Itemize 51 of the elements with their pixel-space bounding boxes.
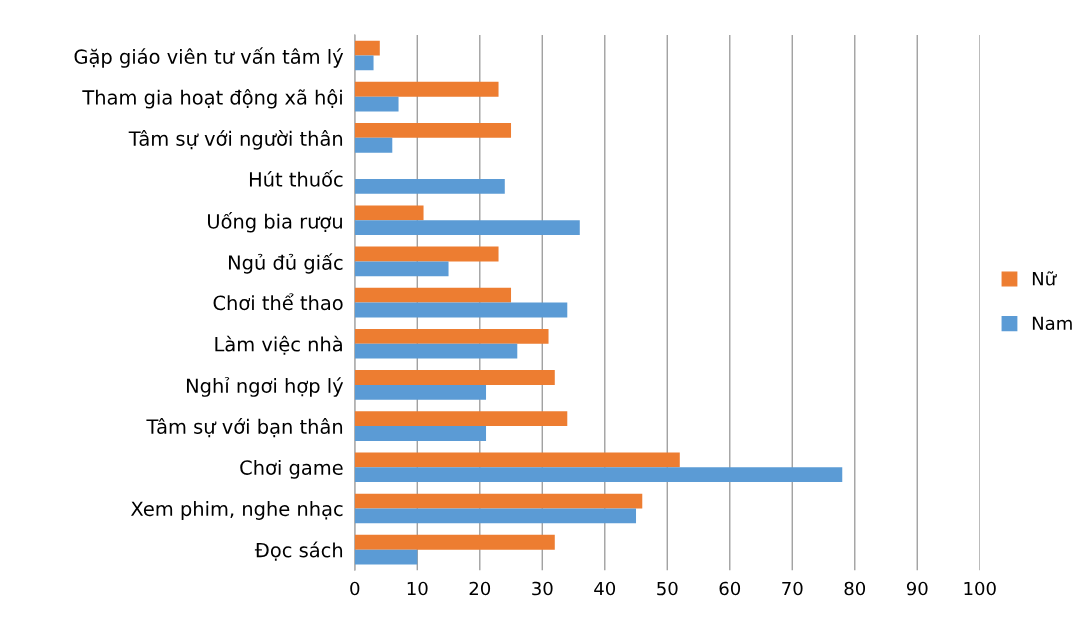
- y-tick-label: Chơi game: [240, 459, 343, 479]
- bar: [354, 426, 487, 441]
- bar: [354, 55, 374, 71]
- bar: [354, 81, 499, 97]
- x-tick-label: 70: [782, 581, 803, 596]
- x-tick-label: 80: [844, 581, 866, 596]
- bar: [354, 549, 418, 565]
- bar: [354, 343, 518, 359]
- bar: [354, 493, 643, 509]
- legend-label: Nữ: [1032, 271, 1057, 286]
- bar: [354, 508, 637, 524]
- bar: [354, 467, 843, 483]
- x-tick-label: 30: [532, 581, 553, 596]
- y-tick-label: Ngủ đủ giấc: [229, 253, 343, 274]
- x-tick-label: 0: [350, 581, 360, 596]
- bar: [354, 137, 393, 153]
- bar: [354, 261, 449, 277]
- bar: [354, 384, 487, 400]
- bar: [354, 179, 505, 194]
- y-tick-label: Nghỉ ngơi hợp lý: [187, 377, 344, 397]
- bar: [354, 534, 555, 550]
- bar: [354, 123, 512, 138]
- y-tick-label: Tâm sự với người thân: [128, 130, 343, 150]
- x-tick-label: 50: [657, 581, 678, 596]
- y-tick-label: Uống bia rượu: [208, 212, 342, 233]
- x-tick-label: 10: [407, 581, 428, 596]
- x-tick-label: 60: [719, 581, 741, 596]
- x-tick-label: 100: [964, 581, 996, 596]
- y-tick-label: Đọc sách: [254, 541, 343, 561]
- bar: [354, 287, 512, 303]
- y-tick-label: Tham gia hoạt động xã hội: [82, 88, 342, 109]
- bar: [354, 302, 568, 318]
- y-tick-label: Hút thuốc: [249, 170, 343, 187]
- x-tick-label: 40: [594, 581, 616, 596]
- y-tick-label: Chơi thể thao: [213, 293, 343, 311]
- y-tick-label: Gặp giáo viên tư vấn tâm lý: [74, 47, 344, 68]
- bar: [354, 370, 555, 385]
- bar: [354, 205, 424, 221]
- bar: [354, 452, 680, 468]
- y-tick-label: Làm việc nhà: [215, 335, 342, 355]
- y-tick-label: Tâm sự với bạn thân: [146, 418, 343, 438]
- x-tick-label: 90: [906, 581, 928, 596]
- y-tick-label: Xem phim, nghe nhạc: [130, 501, 343, 520]
- bar: [354, 246, 499, 262]
- bar: [354, 96, 399, 112]
- bar: [354, 328, 549, 344]
- legend-label: Nam: [1032, 316, 1072, 331]
- bar: [354, 40, 380, 56]
- bar: [354, 411, 568, 427]
- x-tick-label: 20: [469, 581, 491, 596]
- bar: [354, 220, 580, 236]
